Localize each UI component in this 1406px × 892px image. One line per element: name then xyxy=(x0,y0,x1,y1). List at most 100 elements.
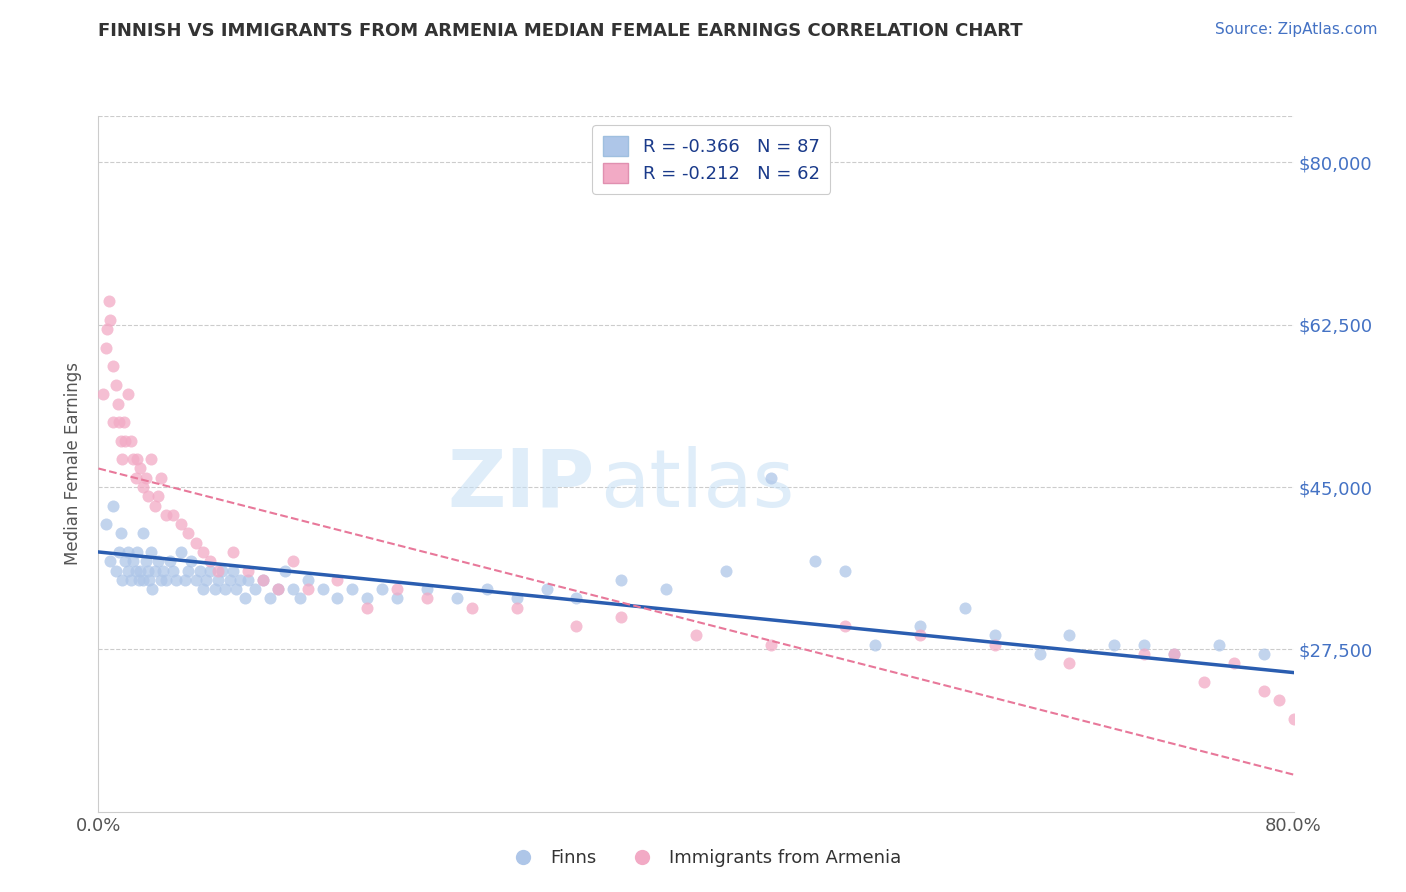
Point xyxy=(200,554,222,568)
Point xyxy=(195,573,218,587)
Point xyxy=(150,573,173,587)
Point xyxy=(252,573,274,587)
Point xyxy=(225,582,247,596)
Point xyxy=(103,415,125,429)
Point xyxy=(1059,628,1081,642)
Point xyxy=(139,545,162,559)
Point xyxy=(169,545,191,559)
Point xyxy=(506,600,529,615)
Point xyxy=(132,480,155,494)
Point xyxy=(236,573,259,587)
Point xyxy=(177,526,200,541)
Point xyxy=(326,573,349,587)
Point xyxy=(222,545,245,559)
Point xyxy=(416,582,439,596)
Point xyxy=(127,545,149,559)
Point xyxy=(143,564,166,578)
Point xyxy=(110,434,132,448)
Point xyxy=(1282,712,1305,726)
Point xyxy=(138,573,160,587)
Point xyxy=(385,591,409,606)
Point xyxy=(342,582,364,596)
Point xyxy=(222,564,245,578)
Point xyxy=(177,564,200,578)
Text: ZIP: ZIP xyxy=(447,446,595,524)
Point xyxy=(245,582,267,596)
Point xyxy=(103,499,125,513)
Point xyxy=(94,517,117,532)
Point xyxy=(274,564,297,578)
Point xyxy=(461,600,484,615)
Point xyxy=(111,452,134,467)
Text: FINNISH VS IMMIGRANTS FROM ARMENIA MEDIAN FEMALE EARNINGS CORRELATION CHART: FINNISH VS IMMIGRANTS FROM ARMENIA MEDIA… xyxy=(98,22,1024,40)
Point xyxy=(865,638,887,652)
Point xyxy=(1163,647,1185,661)
Point xyxy=(184,535,207,549)
Point xyxy=(174,573,197,587)
Point xyxy=(236,564,259,578)
Point xyxy=(1192,674,1215,689)
Point xyxy=(834,564,856,578)
Legend: R = -0.366   N = 87, R = -0.212   N = 62: R = -0.366 N = 87, R = -0.212 N = 62 xyxy=(592,125,831,194)
Point xyxy=(155,508,177,522)
Point xyxy=(984,628,1007,642)
Point xyxy=(446,591,468,606)
Point xyxy=(127,452,149,467)
Point xyxy=(1223,657,1246,671)
Point xyxy=(117,545,139,559)
Point xyxy=(111,573,134,587)
Point xyxy=(565,591,588,606)
Text: atlas: atlas xyxy=(600,446,794,524)
Point xyxy=(108,415,131,429)
Point xyxy=(100,313,122,327)
Point xyxy=(148,554,170,568)
Point xyxy=(114,434,136,448)
Point xyxy=(1104,638,1126,652)
Point xyxy=(834,619,856,633)
Point xyxy=(204,582,226,596)
Point xyxy=(120,434,142,448)
Point xyxy=(136,564,159,578)
Point xyxy=(804,554,827,568)
Point xyxy=(162,564,184,578)
Point xyxy=(169,517,191,532)
Point xyxy=(155,573,177,587)
Point xyxy=(506,591,529,606)
Point xyxy=(536,582,558,596)
Point xyxy=(207,564,229,578)
Point xyxy=(356,600,378,615)
Point xyxy=(110,526,132,541)
Point xyxy=(233,591,256,606)
Point xyxy=(259,591,281,606)
Point xyxy=(385,582,409,596)
Y-axis label: Median Female Earnings: Median Female Earnings xyxy=(65,362,83,566)
Point xyxy=(759,638,782,652)
Point xyxy=(207,573,229,587)
Point xyxy=(139,452,162,467)
Point xyxy=(1253,647,1275,661)
Point xyxy=(211,564,233,578)
Legend: Finns, Immigrants from Armenia: Finns, Immigrants from Armenia xyxy=(498,842,908,874)
Point xyxy=(108,545,131,559)
Point xyxy=(128,573,150,587)
Point xyxy=(103,359,125,374)
Point xyxy=(129,461,152,475)
Point xyxy=(281,554,304,568)
Point xyxy=(1133,647,1156,661)
Point xyxy=(565,619,588,633)
Point xyxy=(1028,647,1050,661)
Point xyxy=(219,573,242,587)
Point xyxy=(475,582,498,596)
Point xyxy=(150,471,173,485)
Point xyxy=(94,341,117,355)
Point xyxy=(610,573,633,587)
Point xyxy=(1267,693,1289,707)
Point xyxy=(908,628,931,642)
Point xyxy=(143,499,166,513)
Point xyxy=(1163,647,1185,661)
Point xyxy=(984,638,1007,652)
Point xyxy=(100,554,122,568)
Point xyxy=(121,452,143,467)
Point xyxy=(1208,638,1230,652)
Point xyxy=(267,582,290,596)
